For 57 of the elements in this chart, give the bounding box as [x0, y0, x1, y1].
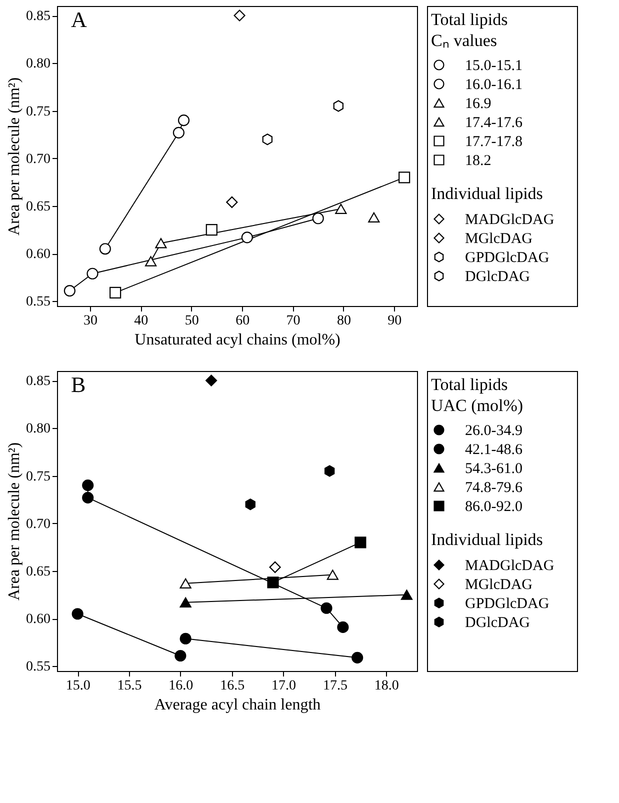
y-tick-label: 0.55 — [26, 294, 50, 310]
legend-label: 18.2 — [465, 153, 492, 169]
legend-label: DGlcDAG — [465, 269, 530, 285]
y-tick-label: 0.70 — [26, 516, 50, 532]
legend-label: MGlcDAG — [465, 231, 533, 247]
x-tick-label: 90 — [388, 314, 402, 328]
y-tick-label: 0.70 — [26, 152, 50, 167]
x-axis-title: Average acyl chain length — [154, 696, 321, 714]
legend-label: 54.3-61.0 — [465, 461, 522, 477]
legend-label: MGlcDAG — [465, 577, 533, 593]
x-tick-label: 17.0 — [272, 678, 296, 694]
legend-label: 42.1-48.6 — [465, 442, 523, 458]
y-tick-label: 0.80 — [26, 56, 50, 72]
legend-label: 16.0-16.1 — [465, 77, 522, 93]
legend-label: GPDGlcDAG — [465, 596, 550, 612]
y-tick-label: 0.65 — [26, 564, 50, 580]
text: Individual lipids — [431, 530, 543, 549]
y-tick-label: 0.75 — [26, 469, 50, 484]
chart-title: A — [71, 7, 87, 32]
legend-label: 17.4-17.6 — [465, 115, 523, 131]
legend-label: DGlcDAG — [465, 615, 530, 631]
y-tick-label: 0.60 — [26, 247, 50, 262]
legend-label: 86.0-92.0 — [465, 499, 522, 515]
x-tick-label: 17.5 — [322, 678, 348, 694]
chart-title: B — [71, 372, 86, 397]
legend-label: 15.0-15.1 — [465, 58, 522, 74]
y-tick-label: 0.85 — [26, 374, 50, 390]
x-tick-label: 15.0 — [66, 678, 90, 694]
legend-label: GPDGlcDAG — [465, 250, 550, 266]
x-axis-title: Unsaturated acyl chains (mol%) — [134, 332, 340, 348]
x-tick-label: 15.5 — [117, 678, 142, 694]
x-tick-label: 80 — [336, 314, 351, 328]
legend-label: 17.7-17.8 — [465, 134, 522, 150]
y-axis-title: Area per molecule (nm²) — [6, 77, 23, 236]
y-tick-label: 0.85 — [26, 9, 50, 24]
y-tick-label: 0.80 — [26, 422, 50, 437]
legend-label: MADGlcDAG — [465, 212, 554, 228]
legend-label: 16.9 — [465, 96, 492, 112]
x-tick-label: 18.0 — [374, 678, 399, 694]
x-tick-label: 30 — [83, 314, 98, 328]
y-tick-label: 0.75 — [26, 104, 50, 120]
x-tick-label: 70 — [286, 314, 300, 328]
x-tick-label: 50 — [184, 314, 199, 328]
text: Individual lipids — [431, 184, 543, 203]
legend-label: MADGlcDAG — [465, 558, 554, 574]
legend-title: Total lipids UAC (mol%) — [431, 375, 524, 415]
legend-label: 26.0-34.9 — [465, 423, 522, 439]
x-tick-label: 16.0 — [168, 678, 194, 694]
y-tick-label: 0.65 — [26, 200, 50, 214]
legend-title: Total lipids Cₙ values — [431, 10, 508, 50]
y-axis-title: Area per molecule (nm²) — [6, 442, 23, 601]
y-tick-label: 0.60 — [26, 612, 50, 628]
y-tick-label: 0.55 — [26, 660, 50, 675]
x-tick-label: 60 — [236, 314, 250, 328]
legend-label: 74.8-79.6 — [465, 480, 523, 496]
x-tick-label: 40 — [134, 314, 148, 328]
x-tick-label: 16.5 — [220, 678, 245, 694]
